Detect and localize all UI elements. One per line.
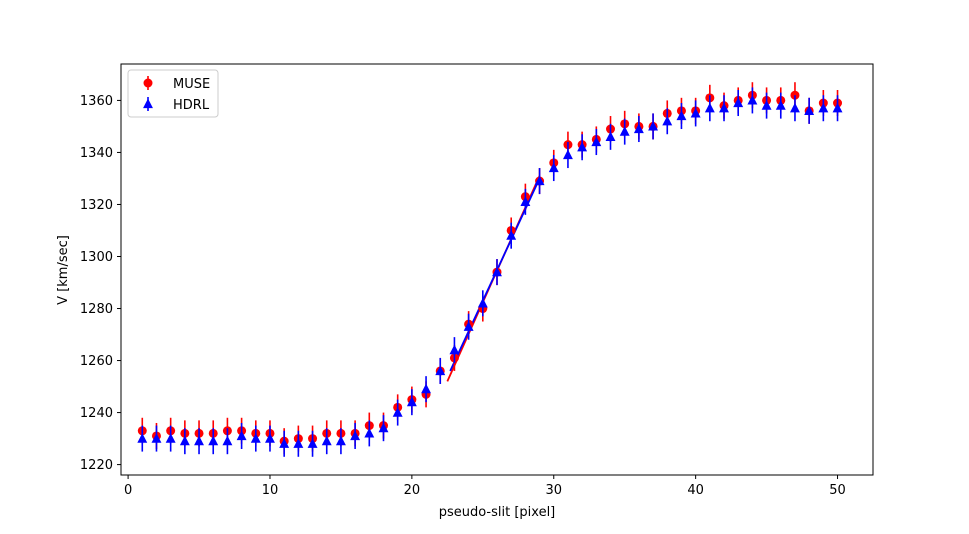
series-hdrl [137,87,843,457]
x-tick-label: 0 [124,483,132,498]
data-point [335,435,346,446]
y-tick-label: 1300 [80,250,113,265]
x-tick-label: 20 [404,483,421,498]
data-point [435,365,446,376]
data-point [704,102,715,113]
y-tick-label: 1280 [80,302,113,317]
data-point [520,196,531,206]
data-point [364,427,375,438]
data-point [151,433,162,443]
data-point [265,433,275,443]
data-point [690,107,701,118]
y-tick-label: 1240 [80,406,113,421]
data-point [761,100,772,110]
data-point [250,433,261,443]
data-point [463,321,474,331]
x-tick-label: 30 [545,483,562,498]
data-point [577,141,588,152]
data-point [179,435,190,446]
data-point [165,433,176,443]
data-point [790,102,800,113]
data-point [406,396,417,407]
data-point [492,266,502,277]
y-tick-label: 1220 [80,458,113,473]
x-tick-label: 50 [829,483,846,498]
axes-frame [120,63,874,476]
data-point [378,422,389,433]
data-point [506,230,517,240]
data-point [619,126,630,136]
data-point [321,435,332,446]
data-point [591,136,602,147]
y-axis: 1220 1240 1260 1280 1300 1320 1340 1360 [80,94,121,473]
data-point [633,123,644,134]
data-point [648,120,659,131]
data-point [775,100,786,110]
data-point [719,102,729,113]
legend: MUSE HDRL [127,69,219,118]
legend-label: MUSE [173,77,210,92]
legend-marker [143,78,153,88]
data-point [477,297,488,308]
x-axis-label: pseudo-slit [pixel] [439,505,556,520]
data-point [449,344,460,355]
legend-label: HDRL [173,98,210,113]
data-point [534,175,545,186]
legend-marker [143,98,153,109]
data-point [208,435,219,446]
data-point [293,438,304,448]
data-point [804,105,815,115]
data-point [562,149,573,160]
x-tick-label: 10 [262,483,279,498]
y-axis-label: V [km/sec] [56,235,71,305]
y-tick-label: 1320 [80,198,113,213]
data-point [222,435,233,446]
data-point [662,115,673,126]
data-point [676,110,687,121]
y-tick-label: 1360 [80,94,113,109]
data-point [279,438,290,448]
data-point [548,162,559,173]
x-axis: 0 10 20 30 40 50 [124,475,846,498]
x-tick-label: 40 [687,483,704,498]
data-point [236,430,247,441]
data-point [137,433,148,443]
data-point [605,131,616,141]
data-point [747,94,758,105]
data-point [194,435,204,446]
y-tick-label: 1340 [80,146,113,161]
data-marks [137,82,843,457]
data-point [818,102,829,113]
data-point [832,102,843,113]
data-point [307,438,318,448]
data-point [392,407,403,417]
y-tick-label: 1260 [80,354,113,369]
data-point [421,383,432,394]
data-point [350,430,361,441]
data-point [733,97,744,108]
